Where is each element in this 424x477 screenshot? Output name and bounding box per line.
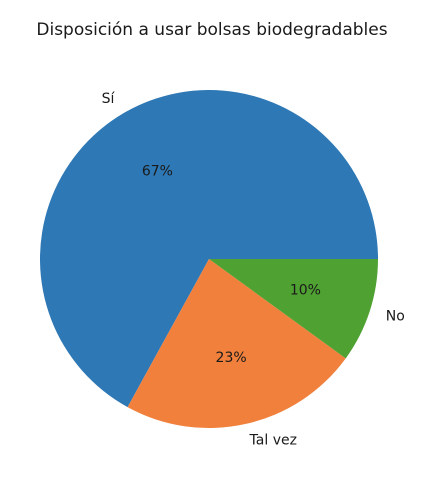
slice-percent-tal-vez: 23% [216, 350, 247, 366]
pie-slice-no [209, 259, 378, 359]
slice-label-tal-vez: Tal vez [249, 432, 297, 448]
pie-slice-tal-vez [127, 259, 346, 428]
chart-title: Disposición a usar bolsas biodegradables [36, 20, 388, 40]
slice-percent-no: 10% [290, 282, 321, 298]
slice-label-si: Sí [102, 91, 116, 107]
slice-label-no: No [386, 308, 405, 324]
slice-percent-si: 67% [142, 164, 173, 180]
pie-slice-si [40, 90, 379, 408]
